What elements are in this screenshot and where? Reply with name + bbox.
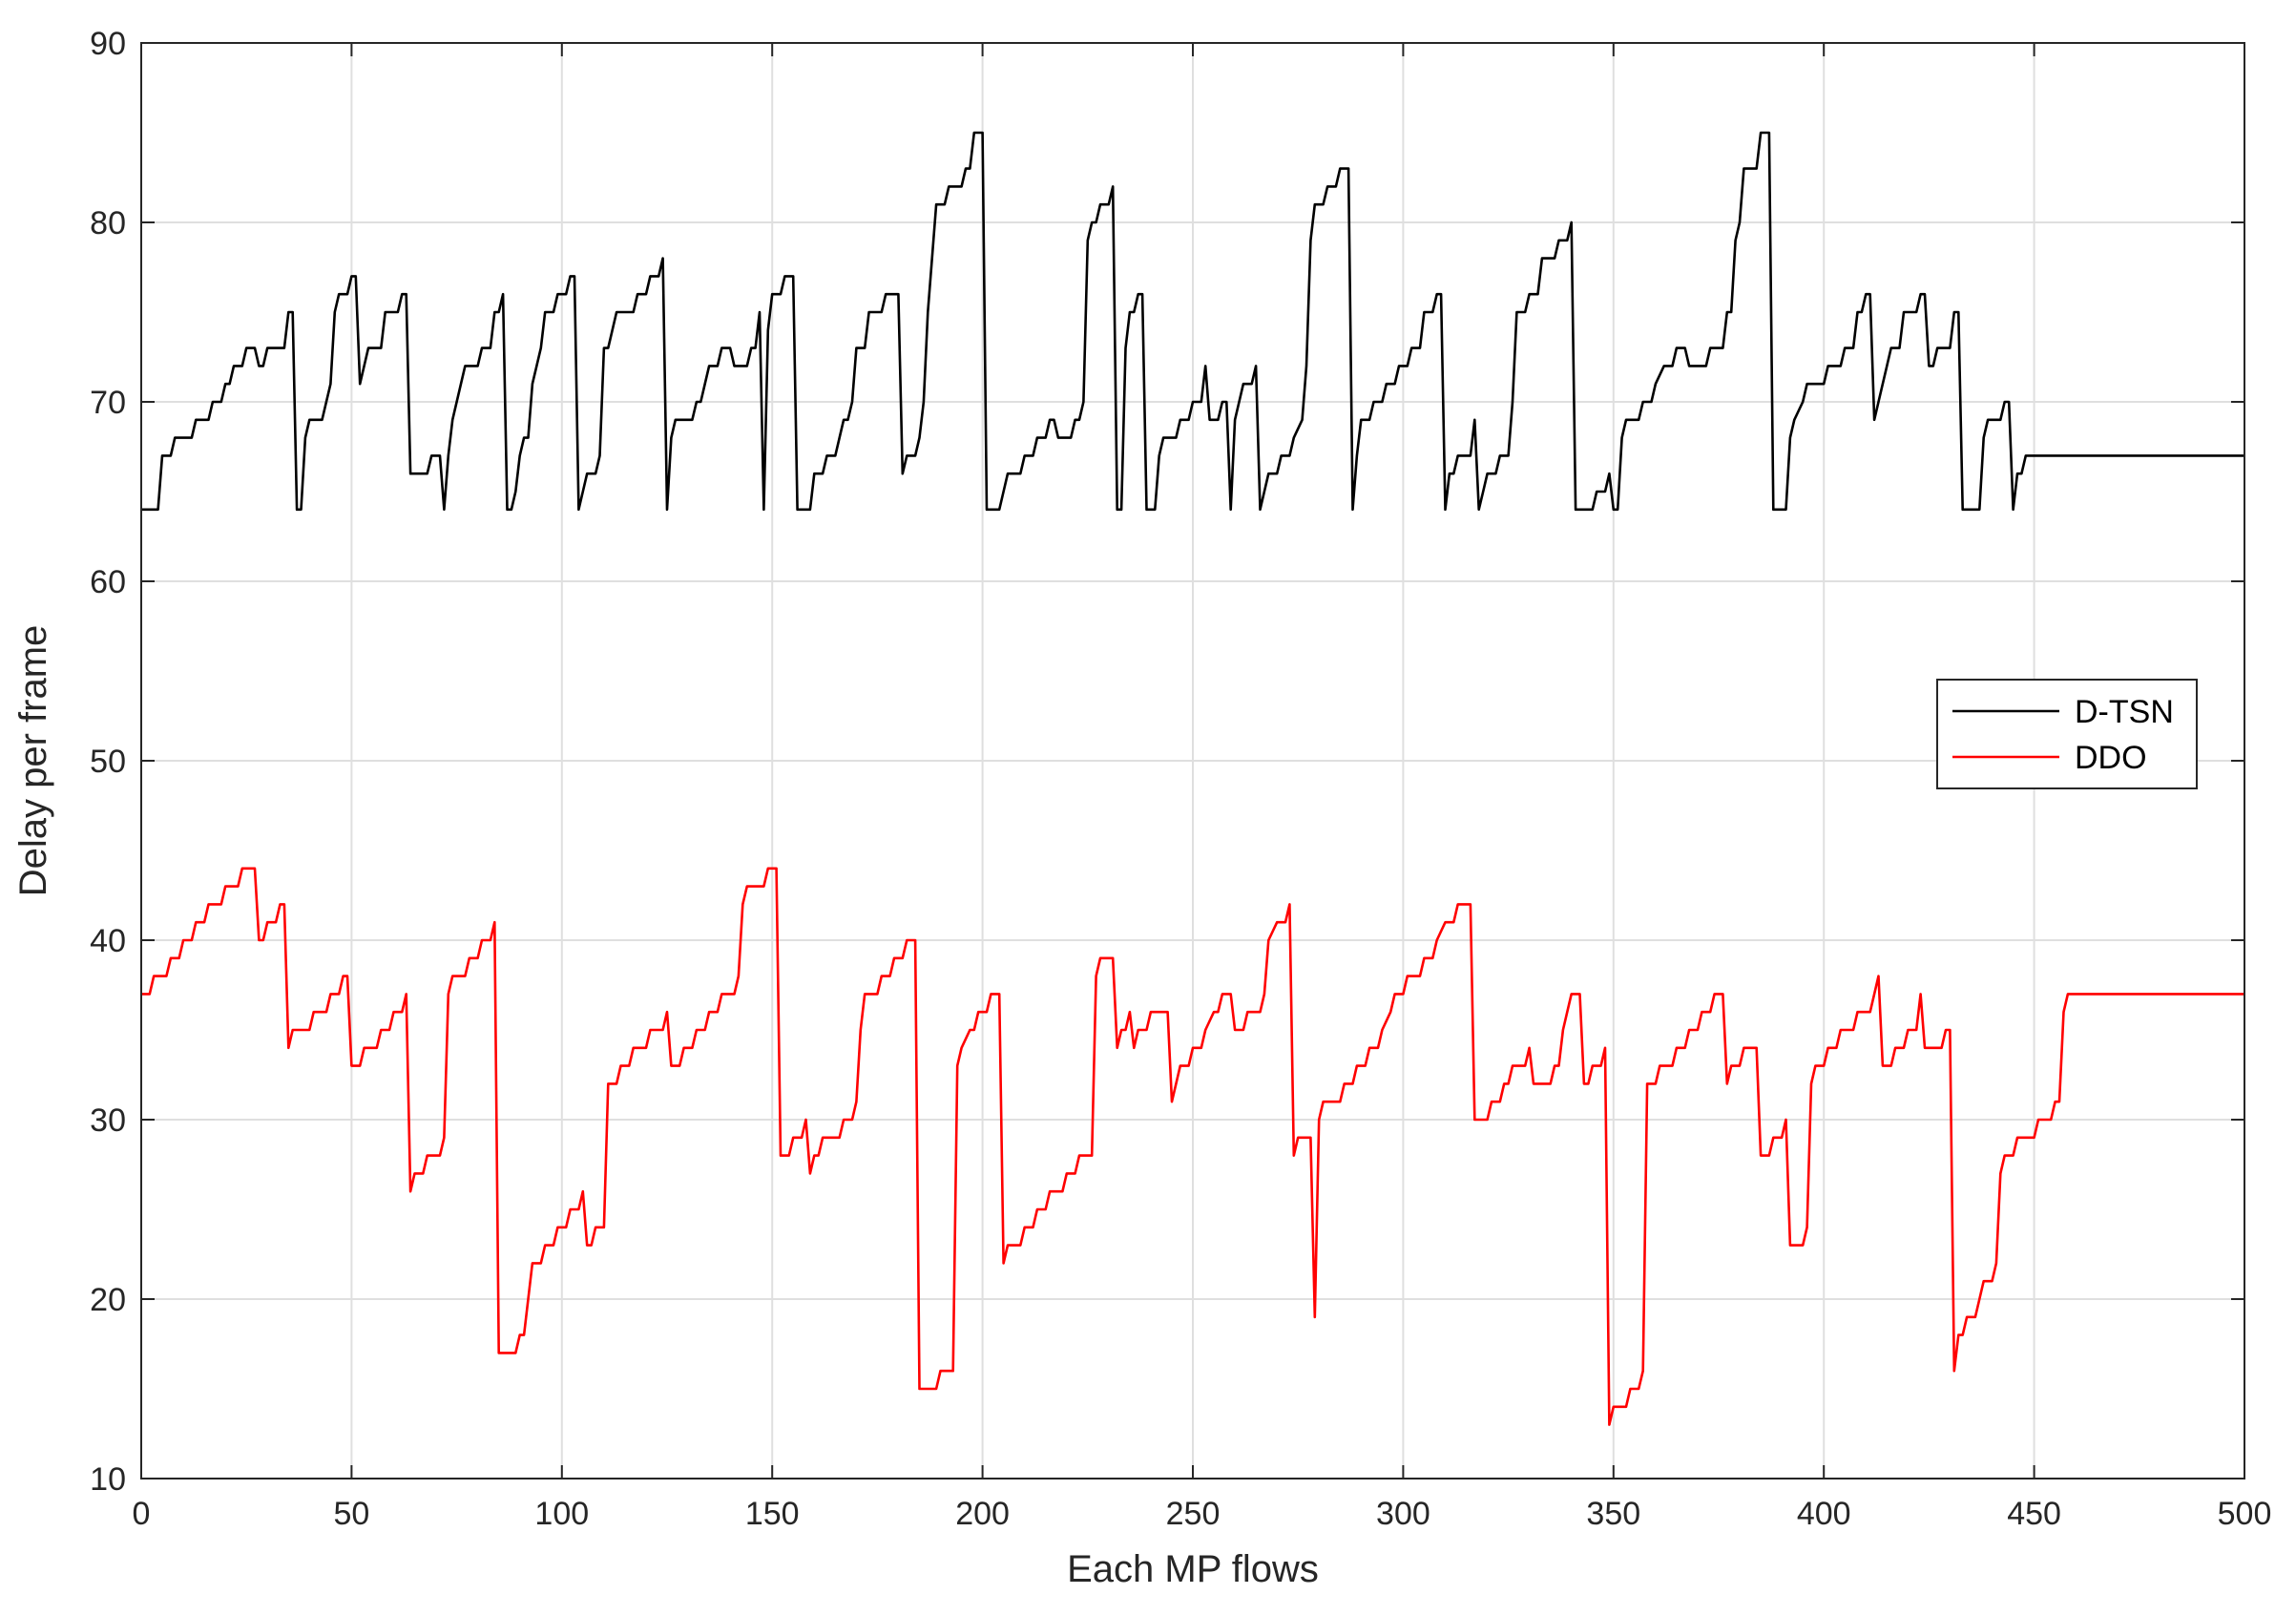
y-tick-label: 20	[90, 1282, 126, 1318]
x-tick-label: 400	[1797, 1496, 1851, 1532]
y-tick-label: 70	[90, 385, 126, 421]
y-axis-label: Delay per frame	[12, 625, 54, 897]
series-line-d-tsn	[141, 131, 2244, 512]
x-tick-label: 50	[333, 1496, 369, 1532]
legend-box	[1936, 679, 2198, 789]
grid-lines	[140, 42, 2245, 1480]
y-tick-label: 80	[90, 205, 126, 241]
y-tick-label: 90	[90, 26, 126, 62]
axis-tick-labels: 0 50 100 150 200 250 300 350 400 450 500 10 20 30 40 50…	[90, 26, 2271, 1532]
x-tick-label: 0	[133, 1496, 151, 1532]
x-tick-label: 100	[534, 1496, 589, 1532]
x-tick-label: 250	[1166, 1496, 1221, 1532]
legend-label-ddo: DDO	[2075, 740, 2147, 776]
series-lines	[141, 131, 2244, 1426]
axis-ticks	[140, 42, 2245, 1480]
x-tick-label: 450	[2007, 1496, 2061, 1532]
x-tick-label: 150	[745, 1496, 800, 1532]
y-tick-label: 10	[90, 1461, 126, 1498]
x-tick-label: 200	[955, 1496, 1010, 1532]
y-tick-label: 40	[90, 923, 126, 959]
x-tick-label: 300	[1376, 1496, 1430, 1532]
series-line-ddo	[141, 867, 2244, 1426]
legend: D-TSN DDO	[1936, 679, 2198, 789]
legend-label-d-tsn: D-TSN	[2075, 694, 2174, 730]
y-tick-label: 50	[90, 744, 126, 780]
x-tick-label: 350	[1586, 1496, 1640, 1532]
x-axis-label: Each MP flows	[1067, 1548, 1319, 1590]
y-tick-label: 30	[90, 1102, 126, 1139]
y-tick-label: 60	[90, 564, 126, 600]
x-tick-label: 500	[2218, 1496, 2272, 1532]
